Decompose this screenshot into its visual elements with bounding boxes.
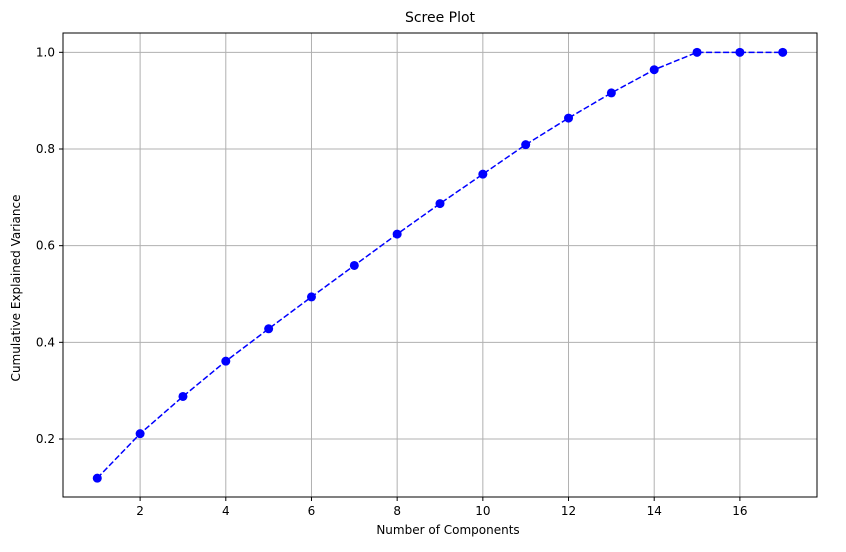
y-tick-label: 1.0	[36, 45, 55, 59]
series-line	[96, 51, 783, 479]
data-point-marker	[392, 229, 402, 239]
y-axis-label: Cumulative Explained Variance	[9, 195, 23, 382]
data-point-marker	[435, 199, 445, 209]
y-tick-label: 0.6	[36, 239, 55, 253]
y-tick-label: 0.8	[36, 142, 55, 156]
data-point-marker	[649, 65, 659, 75]
y-tick-label: 0.4	[36, 335, 55, 349]
data-point-marker	[564, 113, 574, 123]
data-point-marker	[692, 47, 702, 57]
data-point-marker	[306, 292, 316, 302]
x-tick-label: 10	[475, 504, 490, 518]
x-tick-label: 6	[308, 504, 316, 518]
axis-ticks: 2 4 6 8 10 12 14 16 0.2 0.4 0.6 0.8 1.0	[36, 45, 748, 518]
x-tick-label: 4	[222, 504, 230, 518]
data-point-marker	[135, 429, 145, 439]
data-point-marker	[178, 391, 188, 401]
data-series	[92, 47, 788, 483]
x-tick-label: 8	[393, 504, 401, 518]
chart-title: Scree Plot	[405, 10, 476, 26]
data-point-marker	[349, 260, 359, 270]
data-point-marker	[521, 140, 531, 150]
x-tick-label: 16	[732, 504, 747, 518]
data-point-marker	[735, 47, 745, 57]
x-tick-label: 12	[561, 504, 576, 518]
y-tick-label: 0.2	[36, 432, 55, 446]
grid-lines	[63, 33, 817, 497]
plot-area-frame	[62, 32, 818, 498]
data-point-marker	[606, 88, 616, 98]
data-point-marker	[92, 473, 102, 483]
data-point-marker	[778, 47, 788, 57]
x-tick-label: 14	[647, 504, 662, 518]
x-tick-label: 2	[136, 504, 144, 518]
data-point-marker	[478, 169, 488, 179]
data-point-marker	[221, 356, 231, 366]
x-axis-label: Number of Components	[376, 523, 519, 537]
data-point-marker	[264, 324, 274, 334]
